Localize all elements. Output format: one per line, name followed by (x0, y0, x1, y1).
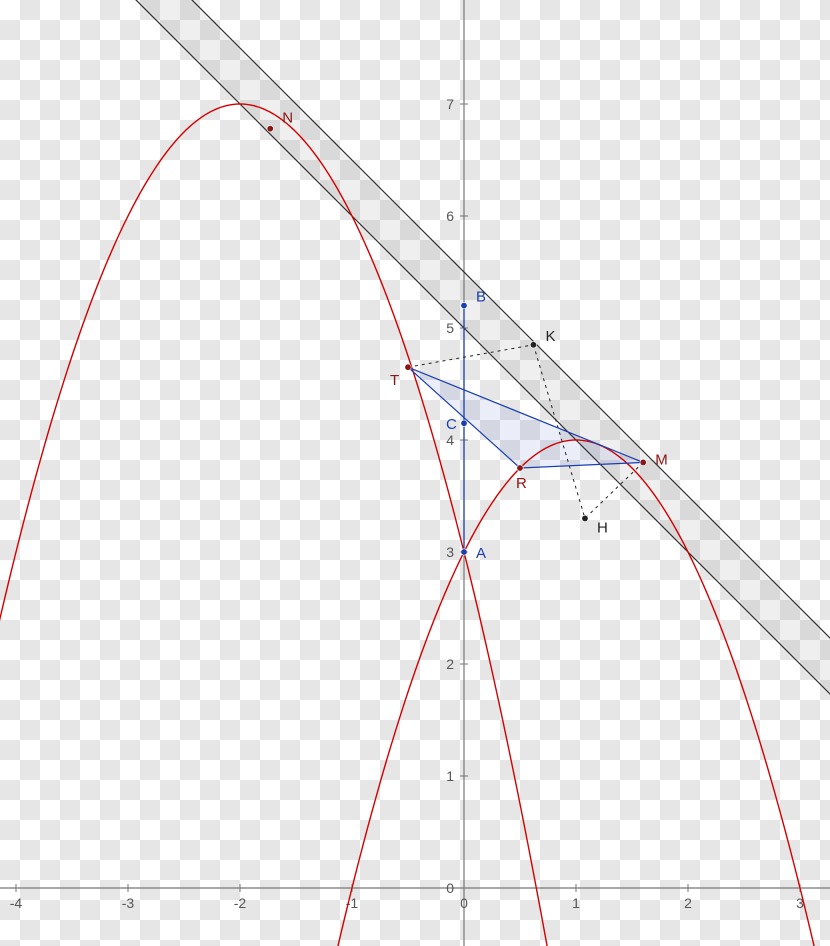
point-label-A: A (476, 545, 486, 562)
y-tick-label: 7 (446, 96, 454, 112)
point-label-B: B (476, 289, 486, 306)
line-band-fill (0, 0, 830, 698)
x-tick-label: 1 (572, 895, 580, 911)
point-R (517, 465, 523, 471)
plot-stage: -4-3-2-1012301234567NTBCKRMHA (0, 0, 830, 946)
point-C (461, 420, 467, 426)
x-tick-label: 2 (684, 895, 692, 911)
line-0 (0, 0, 830, 810)
x-tick-label: -3 (122, 895, 135, 911)
point-M (640, 459, 646, 465)
y-tick-label: 3 (446, 544, 454, 560)
point-label-K: K (545, 328, 555, 345)
point-label-R: R (516, 475, 527, 492)
x-tick-label: 0 (460, 895, 468, 911)
y-tick-label: 6 (446, 208, 454, 224)
point-label-H: H (597, 519, 608, 536)
point-N (267, 125, 273, 131)
point-T (405, 364, 411, 370)
y-tick-label: 4 (446, 432, 454, 448)
x-tick-label: -4 (10, 895, 23, 911)
y-tick-label: 1 (446, 768, 454, 784)
point-A (461, 549, 467, 555)
point-label-N: N (282, 110, 293, 127)
point-K (530, 342, 536, 348)
point-label-C: C (446, 416, 457, 433)
point-H (582, 515, 588, 521)
y-tick-label: 2 (446, 656, 454, 672)
y-tick-label: 0 (446, 880, 454, 896)
point-B (461, 302, 467, 308)
point-label-T: T (390, 372, 399, 389)
point-label-M: M (655, 451, 668, 468)
y-tick-label: 5 (446, 320, 454, 336)
plot-svg: -4-3-2-1012301234567NTBCKRMHA (0, 0, 830, 946)
x-tick-label: -2 (234, 895, 247, 911)
